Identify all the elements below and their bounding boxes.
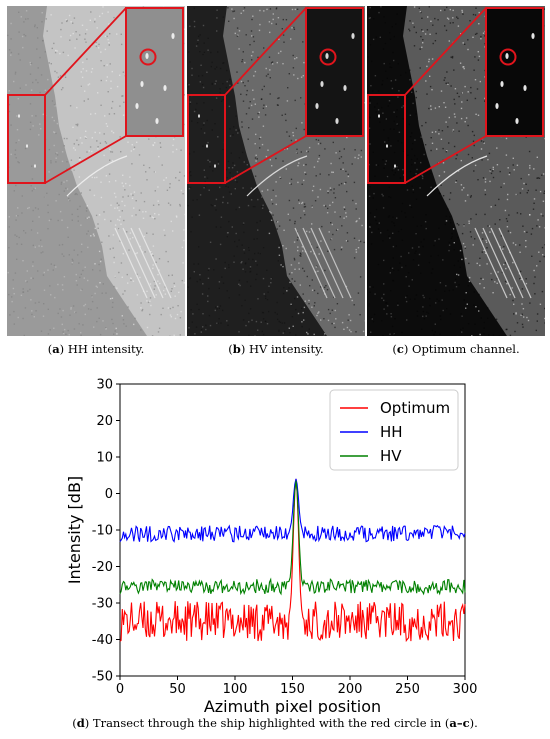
- x-tick-label: 250: [395, 682, 420, 697]
- panel-hh-image: [7, 6, 185, 336]
- caption-a: (a) HH intensity.: [47, 342, 145, 356]
- ship-marker: [171, 33, 175, 39]
- legend-entry: Optimum: [380, 399, 450, 417]
- y-tick-label: 0: [105, 487, 113, 502]
- ship-marker: [335, 118, 339, 124]
- x-tick-label: 50: [169, 682, 186, 697]
- ship-marker: [315, 103, 319, 109]
- ship-marker: [320, 81, 324, 87]
- chart-legend: Optimum HH HV: [329, 389, 459, 471]
- ship-marker: [351, 33, 355, 39]
- ship-marker: [155, 118, 159, 124]
- ship-marker: [145, 53, 149, 59]
- ship-marker: [140, 81, 144, 87]
- x-tick-label: 150: [280, 682, 305, 697]
- ship-marker: [531, 33, 535, 39]
- zoom-region-box: [367, 94, 406, 184]
- caption-b: (b) HV intensity.: [228, 342, 324, 356]
- panel-optimum-image: [367, 6, 545, 336]
- x-tick-label: 0: [116, 682, 124, 697]
- y-tick-label: -50: [92, 670, 113, 685]
- x-axis-label: Azimuth pixel position: [204, 697, 381, 714]
- caption-d: (d) Transect through the ship highlighte…: [72, 716, 478, 730]
- series-line-hh: [119, 478, 466, 543]
- ship-marker: [325, 53, 329, 59]
- x-tick-label: 300: [453, 682, 478, 697]
- y-tick-label: 30: [96, 378, 113, 393]
- y-tick-label: -10: [92, 524, 113, 539]
- y-tick-label: 10: [96, 451, 113, 466]
- series-line-hv: [119, 480, 466, 596]
- highlight-circle: [139, 48, 157, 66]
- y-tick-label: -30: [92, 597, 113, 612]
- y-axis-label: Intensity [dB]: [65, 476, 84, 584]
- ship-marker: [515, 118, 519, 124]
- y-tick-label: 20: [96, 414, 113, 429]
- highlight-circle: [499, 48, 517, 66]
- ship-marker: [505, 53, 509, 59]
- panel-hv-image: [187, 6, 365, 336]
- ship-marker: [523, 85, 527, 91]
- ship-marker: [495, 103, 499, 109]
- y-tick-label: -20: [92, 560, 113, 575]
- legend-entry: HH: [380, 423, 403, 441]
- x-tick-label: 100: [223, 682, 248, 697]
- caption-c: (c) Optimum channel.: [392, 342, 520, 356]
- ship-marker: [163, 85, 167, 91]
- series-line-optimum: [119, 478, 466, 643]
- zoom-region-box: [7, 94, 46, 184]
- x-tick-label: 200: [338, 682, 363, 697]
- transect-chart: 0 50 100 150 200 250 300 -50 -40 -30 -20 -10 0 10 20 30…: [65, 378, 478, 715]
- zoom-inset: [305, 7, 364, 137]
- y-tick-label: -40: [92, 633, 113, 648]
- ship-marker: [343, 85, 347, 91]
- ship-marker: [500, 81, 504, 87]
- zoom-region-box: [187, 94, 226, 184]
- ship-marker: [135, 103, 139, 109]
- highlight-circle: [319, 48, 337, 66]
- zoom-inset: [125, 7, 184, 137]
- zoom-inset: [485, 7, 544, 137]
- legend-entry: HV: [380, 447, 402, 465]
